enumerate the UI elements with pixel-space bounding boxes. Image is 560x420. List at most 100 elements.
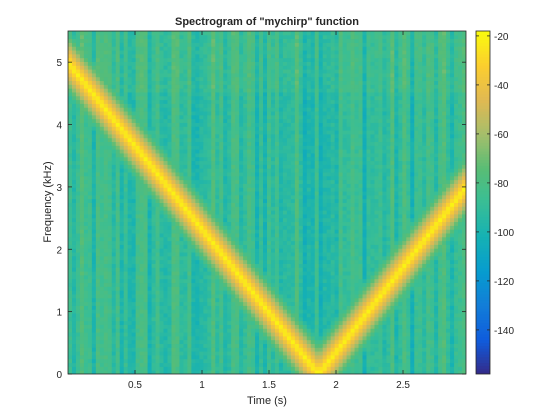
heatmap-cell	[155, 229, 161, 234]
heatmap-cell	[159, 42, 165, 47]
heatmap-cell	[131, 271, 137, 276]
heatmap-cell	[135, 339, 141, 345]
heatmap-cell	[87, 244, 93, 249]
heatmap-cell	[278, 130, 284, 135]
heatmap-cell	[227, 232, 232, 238]
heatmap-cell	[103, 301, 109, 306]
heatmap-cell	[270, 255, 276, 261]
heatmap-cell	[75, 290, 81, 295]
heatmap-cell	[175, 88, 180, 93]
heatmap-cell	[123, 72, 129, 78]
heatmap-cell	[135, 168, 141, 173]
heatmap-cell	[135, 38, 141, 43]
heatmap-cell	[183, 50, 188, 55]
heatmap-cell	[83, 72, 89, 78]
heatmap-cell	[147, 232, 153, 238]
heatmap-cell	[207, 316, 212, 322]
heatmap-cell	[95, 358, 101, 364]
heatmap-cell	[270, 183, 276, 188]
heatmap-cell	[103, 221, 109, 226]
heatmap-cell	[263, 229, 268, 234]
heatmap-cell	[231, 72, 236, 78]
heatmap-cell	[278, 366, 284, 371]
heatmap-cell	[115, 259, 121, 264]
heatmap-cell	[175, 61, 180, 66]
heatmap-cell	[219, 339, 224, 345]
heatmap-cell	[219, 328, 224, 333]
heatmap-cell	[163, 339, 168, 345]
heatmap-cell	[211, 316, 216, 322]
heatmap-cell	[151, 301, 157, 306]
heatmap-cell	[247, 31, 252, 36]
heatmap-cell	[211, 34, 216, 40]
heatmap-cell	[83, 229, 89, 234]
heatmap-cell	[187, 328, 192, 333]
heatmap-cell	[151, 206, 157, 211]
heatmap-cell	[139, 240, 145, 245]
heatmap-cell	[195, 61, 200, 66]
heatmap-cell	[179, 191, 184, 196]
heatmap-cell	[191, 88, 196, 93]
heatmap-cell	[139, 232, 145, 238]
heatmap-cell	[99, 240, 105, 245]
heatmap-cell	[270, 179, 276, 184]
heatmap-cell	[79, 324, 85, 329]
heatmap-cell	[107, 53, 113, 59]
heatmap-cell	[195, 305, 200, 310]
heatmap-cell	[159, 358, 165, 364]
heatmap-cell	[135, 202, 141, 207]
heatmap-cell	[227, 202, 232, 207]
heatmap-cell	[79, 191, 85, 196]
heatmap-cell	[87, 187, 93, 192]
heatmap-cell	[247, 175, 252, 181]
heatmap-cell	[274, 202, 280, 207]
heatmap-cell	[135, 46, 141, 51]
heatmap-cell	[187, 164, 192, 169]
heatmap-cell	[191, 271, 196, 276]
heatmap-cell	[267, 53, 272, 59]
heatmap-cell	[211, 183, 216, 188]
heatmap-cell	[239, 305, 244, 310]
heatmap-cell	[219, 65, 224, 70]
heatmap-cell	[243, 103, 248, 108]
heatmap-cell	[231, 225, 236, 230]
heatmap-cell	[79, 370, 85, 374]
heatmap-cell	[203, 111, 208, 116]
heatmap-cell	[179, 267, 184, 272]
heatmap-cell	[131, 332, 137, 337]
heatmap-cell	[107, 305, 113, 310]
heatmap-cell	[111, 347, 117, 352]
heatmap-cell	[107, 179, 113, 184]
heatmap-cell	[263, 122, 268, 127]
heatmap-cell	[87, 328, 93, 333]
heatmap-cell	[207, 91, 212, 97]
heatmap-cell	[267, 130, 272, 135]
heatmap-cell	[251, 358, 256, 364]
heatmap-cell	[87, 278, 93, 284]
heatmap-cell	[243, 274, 248, 280]
heatmap-cell	[91, 88, 97, 93]
heatmap-cell	[107, 38, 113, 43]
heatmap-cell	[183, 339, 188, 345]
heatmap-cell	[278, 88, 284, 93]
heatmap-cell	[239, 152, 244, 158]
heatmap-cell	[243, 347, 248, 352]
heatmap-cell	[187, 225, 192, 230]
heatmap-cell	[151, 65, 157, 70]
heatmap-cell	[87, 347, 93, 352]
heatmap-cell	[103, 210, 109, 215]
heatmap-cell	[203, 240, 208, 245]
heatmap-cell	[143, 152, 149, 158]
heatmap-cell	[219, 202, 224, 207]
heatmap-cell	[179, 198, 184, 203]
heatmap-cell	[99, 107, 105, 112]
heatmap-cell	[203, 168, 208, 173]
heatmap-cell	[163, 65, 168, 70]
heatmap-cell	[274, 347, 280, 352]
heatmap-cell	[143, 248, 149, 253]
heatmap-cell	[75, 168, 81, 173]
heatmap-cell	[239, 297, 244, 303]
heatmap-cell	[119, 324, 125, 329]
heatmap-cell	[103, 362, 109, 367]
heatmap-cell	[243, 354, 248, 360]
